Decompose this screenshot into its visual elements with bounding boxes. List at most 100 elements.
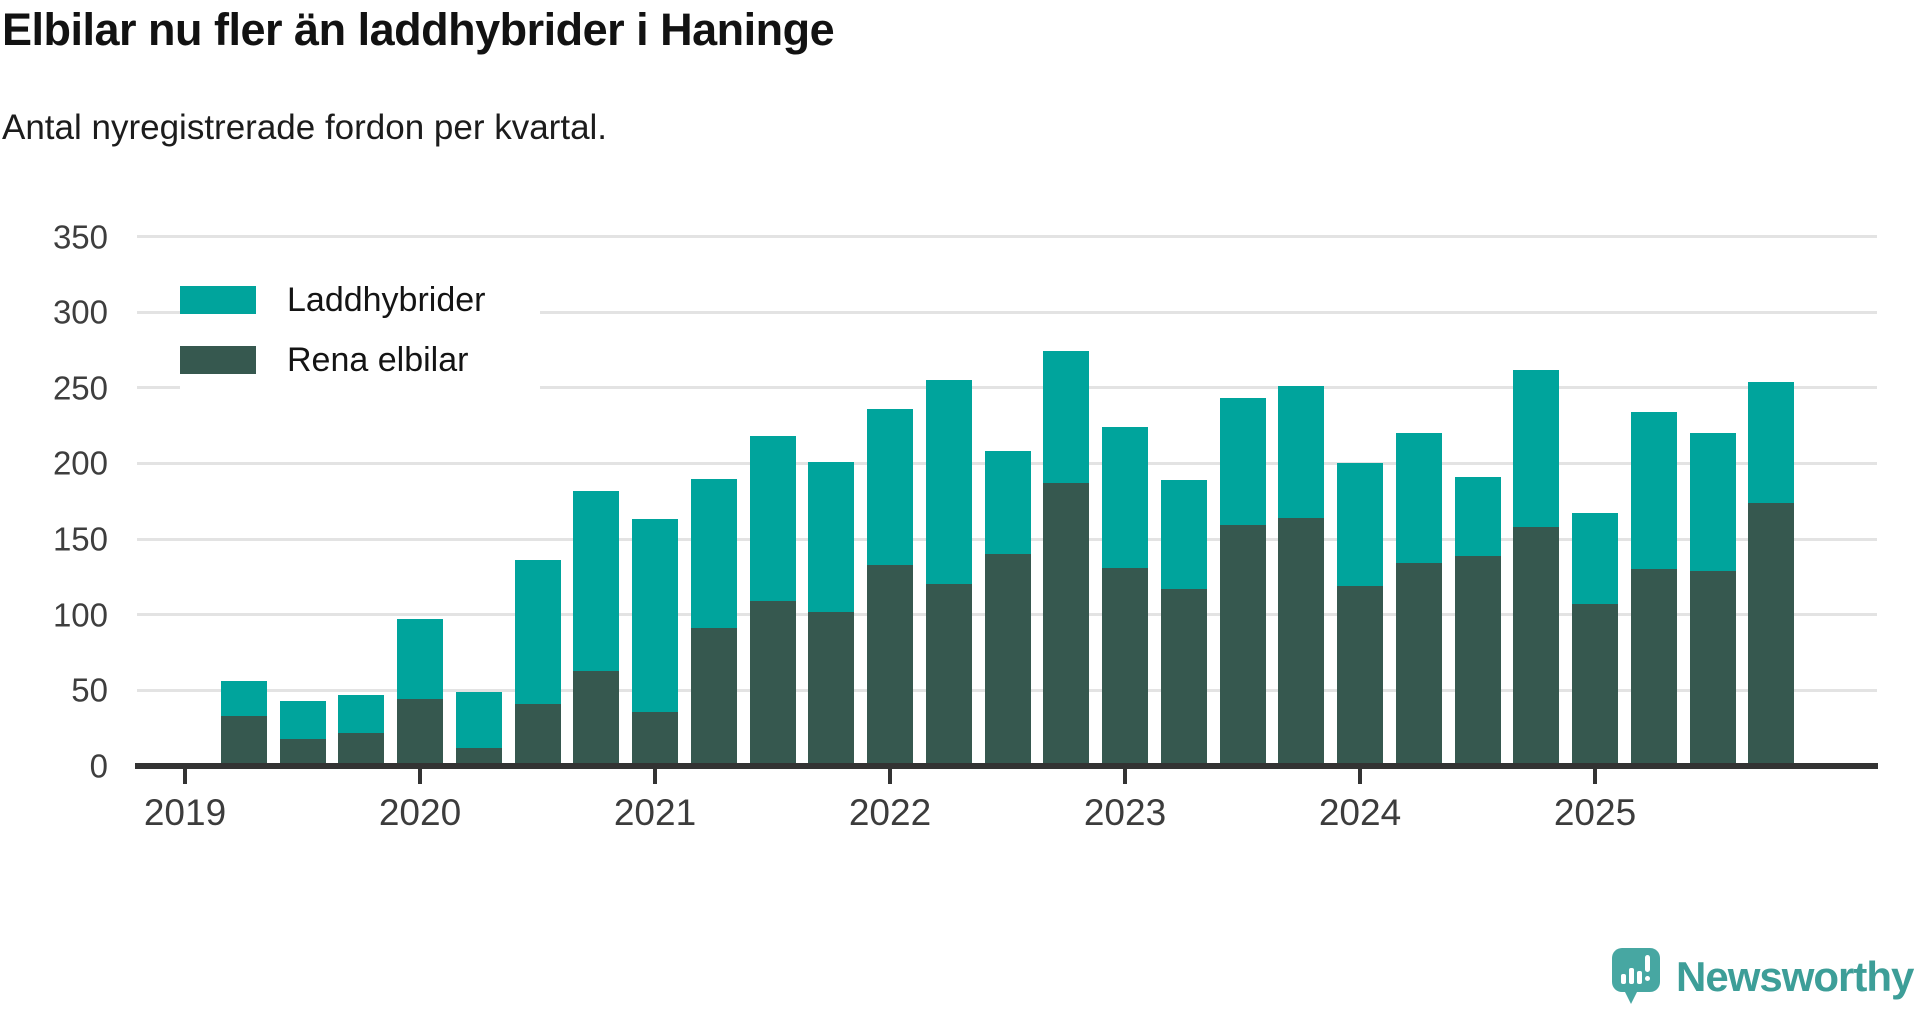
bar-2021-q3-laddhybrider	[749, 436, 796, 601]
bar-2025-q1-laddhybrider	[1572, 513, 1618, 604]
bar-2022-q1-laddhybrider	[867, 409, 913, 565]
logo-chart-bar-icon	[1621, 974, 1626, 984]
x-tick-2023	[1123, 769, 1127, 784]
x-tick-label-2022: 2022	[848, 792, 932, 833]
x-axis-line	[135, 763, 1878, 769]
bar-2022-q3-laddhybrider	[984, 451, 1031, 554]
logo-exclamation-dot	[1645, 976, 1650, 981]
bar-2025-q3-rena-elbilar	[1689, 571, 1736, 766]
y-tick-label-150: 150	[52, 520, 108, 558]
bar-2022-q2-laddhybrider	[925, 380, 972, 584]
x-tick-label-2020: 2020	[378, 792, 462, 833]
bar-2024-q1-rena-elbilar	[1337, 586, 1383, 766]
x-tick-2022	[888, 769, 892, 784]
bar-2023-q4-laddhybrider	[1278, 386, 1325, 518]
bar-2020-q4-rena-elbilar	[573, 671, 620, 766]
x-tick-label-2023: 2023	[1083, 792, 1167, 833]
y-tick-label-50: 50	[71, 671, 108, 709]
bar-2022-q3-rena-elbilar	[984, 554, 1031, 766]
bar-2019-q3-rena-elbilar	[279, 739, 326, 766]
bar-2025-q3-laddhybrider	[1689, 433, 1736, 571]
bar-2021-q1-rena-elbilar	[632, 712, 678, 766]
x-tick-label-2021: 2021	[613, 792, 697, 833]
bar-2023-q4-rena-elbilar	[1278, 518, 1325, 766]
bar-2020-q2-rena-elbilar	[455, 748, 502, 766]
bar-2021-q2-rena-elbilar	[690, 628, 737, 766]
bar-2020-q2-laddhybrider	[455, 692, 502, 748]
y-tick-label-350: 350	[52, 218, 108, 255]
bar-2024-q4-laddhybrider	[1513, 370, 1560, 527]
x-tick-label-2024: 2024	[1318, 792, 1402, 833]
x-tick-2019	[183, 769, 187, 784]
legend: Laddhybrider Rena elbilar	[180, 270, 541, 391]
legend-label-rena-elbilar: Rena elbilar	[287, 341, 469, 379]
legend-swatch-rena-elbilar	[180, 346, 256, 374]
logo-bubble	[1612, 948, 1660, 992]
bar-2021-q2-laddhybrider	[690, 479, 737, 628]
bar-2023-q3-rena-elbilar	[1219, 525, 1266, 766]
bar-2023-q3-laddhybrider	[1219, 398, 1266, 525]
bar-2021-q3-rena-elbilar	[749, 601, 796, 766]
chart-subtitle: Antal nyregistrerade fordon per kvartal.	[2, 108, 608, 147]
bar-2023-q1-laddhybrider	[1102, 427, 1148, 568]
bar-2024-q2-laddhybrider	[1395, 433, 1442, 563]
bar-2019-q3-laddhybrider	[279, 701, 326, 739]
bar-2022-q2-rena-elbilar	[925, 584, 972, 766]
bar-2022-q4-rena-elbilar	[1043, 483, 1090, 766]
y-tick-label-200: 200	[52, 444, 108, 482]
bar-2020-q4-laddhybrider	[573, 491, 620, 671]
chart-title: Elbilar nu fler än laddhybrider i Haning…	[2, 4, 835, 55]
bar-2024-q3-rena-elbilar	[1454, 556, 1501, 766]
gridline-250	[137, 386, 1877, 390]
brand-name: Newsworthy	[1676, 953, 1914, 1000]
bar-2024-q1-laddhybrider	[1337, 463, 1383, 586]
bar-2021-q1-laddhybrider	[632, 519, 678, 712]
logo-exclamation-icon	[1645, 955, 1650, 972]
bar-2022-q1-rena-elbilar	[867, 565, 913, 766]
bar-2023-q1-rena-elbilar	[1102, 568, 1148, 766]
bar-2025-q4-rena-elbilar	[1748, 503, 1795, 766]
bar-2019-q4-rena-elbilar	[338, 733, 385, 766]
bar-2025-q4-laddhybrider	[1748, 382, 1795, 503]
bar-2025-q1-rena-elbilar	[1572, 604, 1618, 766]
y-tick-label-100: 100	[52, 596, 108, 634]
bar-2024-q2-rena-elbilar	[1395, 563, 1442, 766]
bar-2020-q1-rena-elbilar	[397, 699, 443, 766]
x-tick-label-2025: 2025	[1553, 792, 1637, 833]
x-tick-2021	[653, 769, 657, 784]
gridline-300	[137, 310, 1877, 314]
legend-label-laddhybrider: Laddhybrider	[287, 281, 486, 319]
newsworthy-bubble-icon	[1612, 948, 1660, 1006]
bar-2019-q4-laddhybrider	[338, 695, 385, 733]
bar-2024-q4-rena-elbilar	[1513, 527, 1560, 766]
bar-2025-q2-laddhybrider	[1630, 412, 1677, 569]
x-tick-2024	[1358, 769, 1362, 784]
gridline-350	[137, 235, 1877, 238]
x-tick-2020	[418, 769, 422, 784]
logo-chart-bar-icon	[1629, 968, 1634, 984]
logo-bubble-tail	[1624, 990, 1638, 1004]
bar-2021-q4-laddhybrider	[808, 462, 855, 612]
legend-swatch-laddhybrider	[180, 286, 256, 314]
y-tick-label-250: 250	[52, 369, 108, 407]
x-tick-2025	[1593, 769, 1597, 784]
bar-2024-q3-laddhybrider	[1454, 477, 1501, 556]
bar-2020-q3-rena-elbilar	[514, 704, 561, 766]
y-tick-label-0: 0	[89, 747, 108, 785]
bar-2023-q2-laddhybrider	[1160, 480, 1207, 589]
bar-2021-q4-rena-elbilar	[808, 612, 855, 766]
legend-item-laddhybrider: Laddhybrider	[180, 283, 485, 317]
bar-2020-q1-laddhybrider	[397, 619, 443, 699]
newsworthy-logo: Newsworthy	[1612, 948, 1914, 1006]
bar-2020-q3-laddhybrider	[514, 560, 561, 704]
bar-2019-q2-rena-elbilar	[220, 716, 267, 766]
legend-item-rena-elbilar: Rena elbilar	[180, 343, 485, 377]
y-tick-label-300: 300	[52, 293, 108, 331]
bar-2023-q2-rena-elbilar	[1160, 589, 1207, 766]
bar-2025-q2-rena-elbilar	[1630, 569, 1677, 766]
bar-2019-q2-laddhybrider	[220, 681, 267, 716]
x-tick-label-2019: 2019	[143, 792, 227, 833]
bar-2022-q4-laddhybrider	[1043, 351, 1090, 483]
